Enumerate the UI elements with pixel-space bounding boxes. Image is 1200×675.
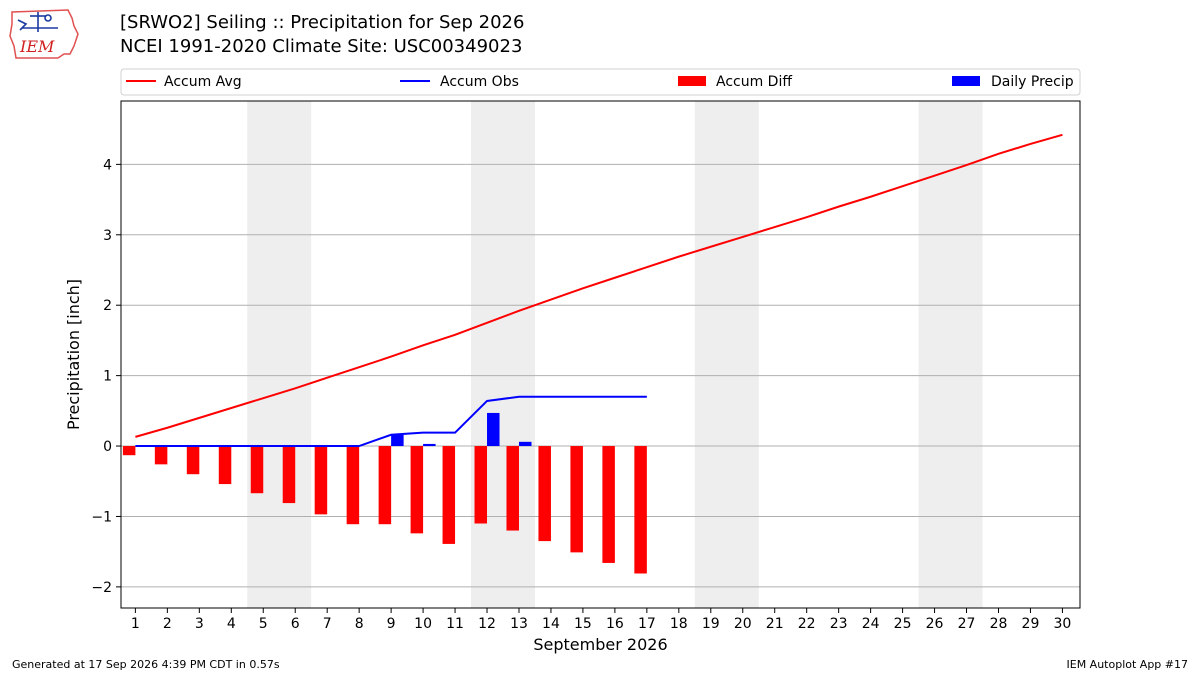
x-tick-label: 1 bbox=[131, 616, 140, 632]
x-tick-label: 8 bbox=[355, 616, 364, 632]
legend-swatch-accum-diff bbox=[678, 76, 706, 86]
accum-avg-line bbox=[135, 133, 1063, 438]
accum-diff-bar bbox=[250, 446, 264, 494]
daily-precip-bar bbox=[391, 434, 404, 447]
x-tick-label: 3 bbox=[195, 616, 204, 632]
daily-precip-bar bbox=[518, 441, 532, 447]
logo-text: IEM bbox=[19, 37, 55, 56]
y-tick-label: 0 bbox=[103, 439, 112, 455]
x-tick-label: 15 bbox=[574, 616, 592, 632]
x-tick-label: 2 bbox=[163, 616, 172, 632]
x-tick-label: 26 bbox=[926, 616, 944, 632]
y-tick-label: 3 bbox=[103, 228, 112, 244]
iowa-outline-icon bbox=[9, 9, 79, 59]
accum-diff-bar bbox=[186, 446, 200, 475]
legend[interactable]: Accum Avg Accum Obs Accum Diff Daily Pre… bbox=[120, 68, 1081, 96]
accum-diff-bar bbox=[474, 446, 488, 524]
chart-title: [SRWO2] Seiling :: Precipitation for Sep… bbox=[120, 12, 525, 33]
y-tick-label: −2 bbox=[91, 580, 112, 596]
chart-subtitle: NCEI 1991-2020 Climate Site: USC00349023 bbox=[120, 36, 523, 57]
weekend-shade-band bbox=[471, 101, 535, 608]
legend-box bbox=[120, 68, 1081, 96]
daily-precip-bar bbox=[423, 443, 436, 447]
accum-diff-bar bbox=[378, 446, 392, 525]
accum-diff-bar bbox=[506, 446, 519, 531]
x-tick-label: 25 bbox=[894, 616, 912, 632]
daily-precip-bar bbox=[487, 412, 500, 447]
accum-obs-line bbox=[135, 395, 647, 448]
weekend-shade-band bbox=[247, 101, 312, 608]
x-tick-label: 9 bbox=[387, 616, 396, 632]
x-tick-label: 22 bbox=[798, 616, 816, 632]
accum-diff-bar bbox=[218, 446, 232, 485]
generated-timestamp: Generated at 17 Sep 2026 4:39 PM CDT in … bbox=[12, 658, 280, 671]
x-tick-label: 6 bbox=[291, 616, 300, 632]
x-tick-label: 19 bbox=[702, 616, 720, 632]
accum-diff-bar bbox=[602, 446, 615, 563]
iem-logo[interactable]: IEM bbox=[8, 6, 80, 64]
x-tick-label: 24 bbox=[862, 616, 880, 632]
legend-item-accum-avg[interactable]: Accum Avg bbox=[126, 74, 242, 90]
accum-diff-bar bbox=[634, 446, 647, 574]
plot-frame bbox=[120, 100, 1081, 609]
x-tick-label: 11 bbox=[446, 616, 464, 632]
x-tick-label: 16 bbox=[606, 616, 624, 632]
accum-diff-bar bbox=[122, 446, 136, 456]
x-tick-label: 13 bbox=[510, 616, 528, 632]
accum-diff-bar bbox=[410, 446, 424, 534]
x-tick-label: 4 bbox=[227, 616, 236, 632]
weekend-shade-band bbox=[918, 101, 983, 608]
lines bbox=[135, 133, 1063, 448]
x-axis-label: September 2026 bbox=[533, 635, 667, 654]
accum-diff-bar bbox=[346, 446, 360, 525]
accum-diff-bar bbox=[442, 446, 456, 544]
x-tick-label: 14 bbox=[542, 616, 560, 632]
x-tick-label: 12 bbox=[478, 616, 496, 632]
app-credit: IEM Autoplot App #17 bbox=[1066, 658, 1189, 671]
legend-item-accum-obs[interactable]: Accum Obs bbox=[400, 74, 519, 90]
x-tick-label: 27 bbox=[958, 616, 976, 632]
y-tick-label: 4 bbox=[103, 157, 112, 173]
legend-label-accum-diff: Accum Diff bbox=[716, 74, 792, 90]
x-tick-label: 28 bbox=[990, 616, 1008, 632]
x-tick-label: 30 bbox=[1054, 616, 1072, 632]
accum-diff-bar bbox=[538, 446, 551, 542]
y-axis-label: Precipitation [inch] bbox=[64, 279, 83, 430]
y-tick-label: 2 bbox=[103, 298, 112, 314]
weather-station-icon bbox=[17, 12, 58, 32]
legend-label-daily-precip: Daily Precip bbox=[991, 74, 1074, 90]
x-tick-label: 10 bbox=[414, 616, 432, 632]
x-tick-label: 20 bbox=[734, 616, 752, 632]
legend-label-accum-avg: Accum Avg bbox=[164, 74, 242, 90]
legend-item-accum-diff[interactable]: Accum Diff bbox=[678, 74, 792, 90]
x-tick-label: 21 bbox=[766, 616, 784, 632]
legend-swatch-daily-precip bbox=[952, 76, 980, 86]
x-tick-label: 17 bbox=[638, 616, 656, 632]
x-tick-label: 29 bbox=[1022, 616, 1040, 632]
weekend-shading bbox=[247, 101, 983, 608]
legend-item-daily-precip[interactable]: Daily Precip bbox=[952, 74, 1074, 90]
x-tick-label: 18 bbox=[670, 616, 688, 632]
x-tick-label: 7 bbox=[323, 616, 332, 632]
x-tick-label: 23 bbox=[830, 616, 848, 632]
legend-label-accum-obs: Accum Obs bbox=[440, 74, 519, 90]
bars bbox=[122, 412, 647, 574]
accum-diff-bar bbox=[314, 446, 328, 515]
accum-diff-bar bbox=[154, 446, 168, 465]
accum-diff-bar bbox=[570, 446, 583, 553]
y-tick-label: −1 bbox=[91, 509, 112, 525]
x-tick-label: 5 bbox=[259, 616, 268, 632]
y-tick-label: 1 bbox=[103, 369, 112, 385]
accum-diff-bar bbox=[282, 446, 296, 504]
weekend-shade-band bbox=[694, 101, 759, 608]
